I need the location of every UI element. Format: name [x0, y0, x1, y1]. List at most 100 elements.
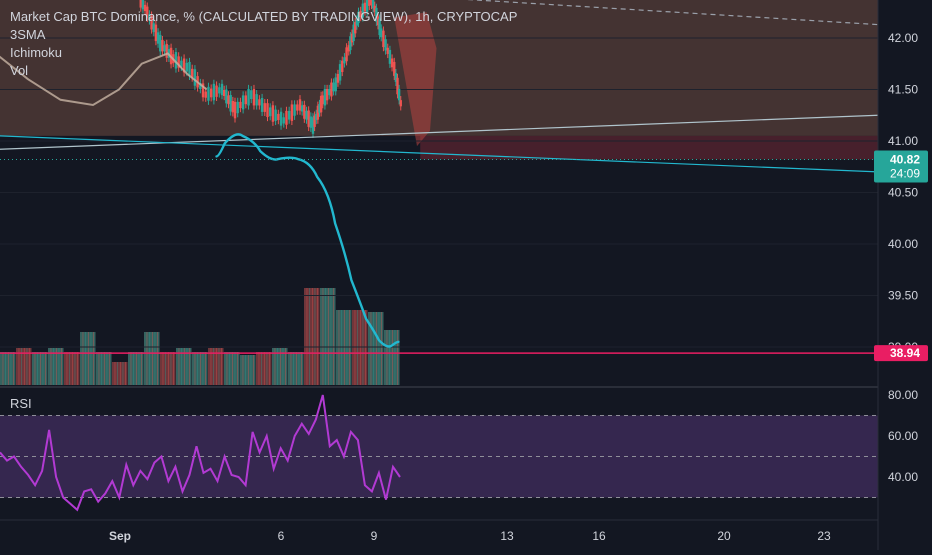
volume-stripe: [133, 352, 134, 385]
price-candle: [319, 95, 323, 113]
price-candle: [163, 45, 166, 52]
price-candle: [328, 88, 331, 96]
volume-stripe: [120, 362, 121, 385]
trendline-lower-rising[interactable]: [0, 114, 879, 150]
volume-stripe: [229, 352, 230, 385]
price-candle: [207, 86, 210, 101]
volume-stripe: [373, 312, 374, 385]
trendline-dashed-resistance[interactable]: [172, 0, 879, 26]
ichimoku-cloud-twist: [394, 12, 437, 147]
price-candle: [285, 110, 288, 125]
price-candle: [332, 82, 335, 92]
volume-stripe: [298, 352, 300, 385]
legend-indicator-ichimoku[interactable]: Ichimoku: [10, 45, 63, 60]
volume-bar: [256, 352, 272, 385]
price-candle: [165, 43, 168, 58]
price-candle: [293, 104, 296, 116]
price-candle: [323, 88, 327, 106]
price-candle: [296, 104, 299, 111]
price-candle: [298, 99, 302, 111]
price-candle: [199, 82, 202, 90]
volume-stripe: [40, 352, 41, 385]
volume-stripe: [282, 348, 284, 385]
price-candle: [260, 97, 264, 112]
price-candle: [393, 61, 396, 76]
price-candle: [204, 91, 207, 98]
price-candle: [399, 100, 402, 107]
price-candle: [188, 61, 191, 76]
rsi-tick-label: 80.00: [888, 388, 918, 402]
price-candle: [313, 115, 316, 127]
volume-stripe: [101, 352, 102, 385]
price-candle: [305, 110, 308, 120]
projection-curve[interactable]: [215, 133, 400, 348]
volume-stripe: [269, 352, 270, 385]
legend-indicator-3sma[interactable]: 3SMA: [10, 27, 46, 42]
volume-stripe: [325, 288, 326, 385]
price-tick-label: 40.00: [888, 237, 918, 251]
price-candle: [378, 18, 381, 36]
volume-stripe: [125, 362, 126, 385]
volume-stripe: [202, 352, 204, 385]
volume-stripe: [312, 288, 313, 385]
volume-stripe: [149, 332, 150, 385]
trendline-falling[interactable]: [0, 135, 879, 173]
price-tick-label: 41.00: [888, 134, 918, 148]
price-candle: [355, 19, 359, 26]
price-candle: [212, 83, 216, 101]
volume-stripe: [50, 348, 52, 385]
volume-stripe: [376, 312, 377, 385]
volume-bar: [112, 362, 128, 385]
volume-stripe: [90, 332, 92, 385]
price-candle: [239, 101, 242, 109]
volume-stripe: [306, 288, 308, 385]
volume-stripe: [130, 352, 132, 385]
price-candle: [363, 2, 367, 12]
volume-stripe: [170, 352, 172, 385]
price-candle: [287, 110, 291, 120]
price-candle: [161, 40, 164, 52]
price-candle: [397, 88, 401, 101]
price-candle: [252, 88, 256, 106]
volume-stripe: [258, 352, 260, 385]
support-value: 38.94: [890, 346, 920, 360]
volume-stripe: [138, 352, 140, 385]
price-candle: [386, 47, 389, 54]
price-candle: [350, 33, 354, 43]
volume-stripe: [290, 352, 292, 385]
volume-stripe: [109, 352, 110, 385]
price-candle: [279, 111, 283, 126]
price-candle: [359, 10, 362, 18]
volume-stripe: [157, 332, 158, 385]
price-candle: [266, 103, 269, 118]
volume-bar: [176, 348, 192, 385]
price-candle: [303, 104, 306, 119]
price-candle: [318, 104, 321, 113]
price-candle: [290, 104, 294, 121]
price-candle: [375, 7, 378, 22]
price-candle: [370, 0, 373, 6]
volume-bar: [384, 330, 400, 385]
volume-bar: [0, 352, 16, 385]
price-candle: [191, 68, 194, 78]
volume-stripe: [186, 348, 188, 385]
volume-stripe: [232, 352, 233, 385]
volume-bar: [304, 288, 320, 385]
volume-stripe: [210, 348, 212, 385]
price-candle: [159, 34, 162, 52]
volume-stripe: [165, 352, 166, 385]
price-tick-label: 42.00: [888, 31, 918, 45]
price-candle: [300, 105, 304, 112]
price-candle: [250, 90, 253, 100]
volume-stripe: [248, 355, 249, 385]
price-candle: [244, 95, 248, 105]
price-candle: [225, 89, 228, 104]
legend-indicator-vol[interactable]: Vol: [10, 63, 29, 78]
volume-stripe: [152, 332, 153, 385]
price-candle: [174, 52, 178, 69]
pane-separator[interactable]: [0, 386, 932, 388]
sma-line: [0, 52, 208, 106]
volume-stripe: [245, 355, 246, 385]
price-axis[interactable]: [878, 0, 932, 550]
rsi-label[interactable]: RSI: [10, 396, 32, 411]
